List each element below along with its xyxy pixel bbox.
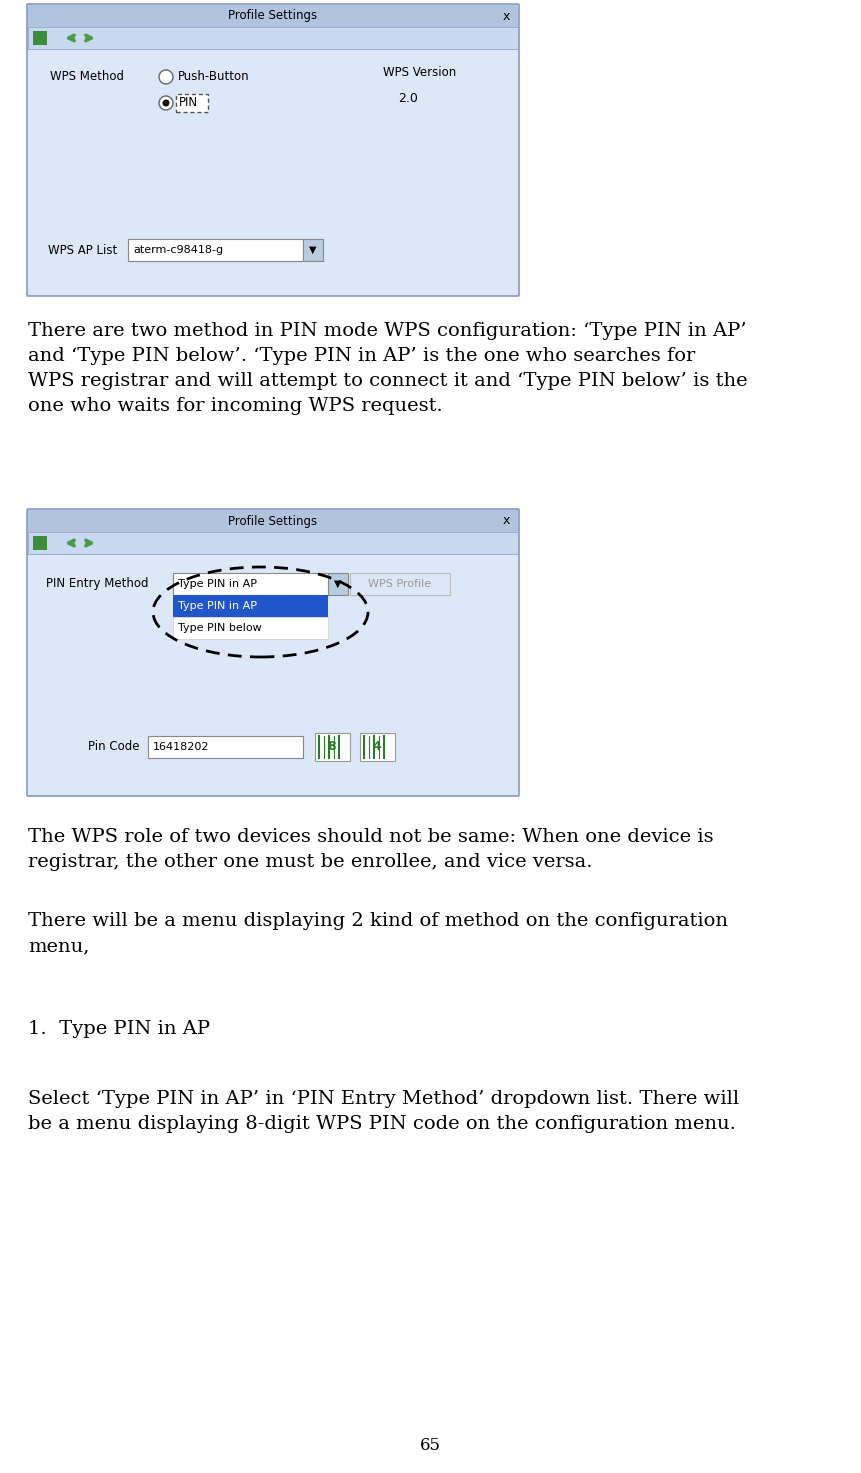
Text: Push-Button: Push-Button: [178, 71, 250, 84]
FancyBboxPatch shape: [28, 4, 518, 27]
Text: PIN Entry Method: PIN Entry Method: [46, 577, 148, 591]
FancyBboxPatch shape: [28, 510, 518, 532]
Circle shape: [159, 96, 173, 110]
Text: Type PIN below: Type PIN below: [178, 623, 262, 633]
FancyBboxPatch shape: [173, 595, 328, 617]
FancyBboxPatch shape: [33, 31, 47, 46]
Text: There will be a menu displaying 2 kind of method on the configuration
menu,: There will be a menu displaying 2 kind o…: [28, 912, 728, 955]
FancyBboxPatch shape: [148, 736, 303, 759]
Text: WPS Profile: WPS Profile: [369, 579, 431, 589]
Text: Type PIN in AP: Type PIN in AP: [178, 579, 257, 589]
Text: Profile Settings: Profile Settings: [228, 514, 318, 527]
FancyBboxPatch shape: [28, 532, 518, 554]
FancyBboxPatch shape: [128, 239, 303, 261]
Text: x: x: [502, 514, 510, 527]
Text: Select ‘Type PIN in AP’ in ‘PIN Entry Method’ dropdown list. There will
be a men: Select ‘Type PIN in AP’ in ‘PIN Entry Me…: [28, 1090, 739, 1133]
Text: There are two method in PIN mode WPS configuration: ‘Type PIN in AP’
and ‘Type P: There are two method in PIN mode WPS con…: [28, 323, 747, 415]
Circle shape: [159, 71, 173, 84]
FancyBboxPatch shape: [173, 573, 328, 595]
Text: Type PIN in AP: Type PIN in AP: [178, 601, 257, 611]
FancyBboxPatch shape: [27, 510, 519, 795]
Text: PIN: PIN: [179, 97, 198, 109]
Text: 16418202: 16418202: [153, 742, 209, 753]
Text: WPS Method: WPS Method: [50, 71, 124, 84]
FancyBboxPatch shape: [350, 573, 450, 595]
Text: WPS AP List: WPS AP List: [48, 243, 117, 256]
FancyBboxPatch shape: [27, 4, 519, 296]
Circle shape: [163, 100, 170, 106]
Text: 65: 65: [419, 1436, 441, 1454]
FancyBboxPatch shape: [33, 536, 47, 549]
Text: The WPS role of two devices should not be same: When one device is
registrar, th: The WPS role of two devices should not b…: [28, 828, 714, 871]
Text: Profile Settings: Profile Settings: [228, 9, 318, 22]
Text: 4: 4: [373, 739, 381, 753]
FancyBboxPatch shape: [328, 573, 348, 595]
FancyBboxPatch shape: [28, 27, 518, 49]
FancyBboxPatch shape: [173, 617, 328, 639]
Text: Pin Code: Pin Code: [88, 741, 139, 754]
Text: 8: 8: [328, 739, 337, 753]
FancyBboxPatch shape: [315, 734, 350, 762]
FancyBboxPatch shape: [303, 239, 323, 261]
Text: aterm-c98418-g: aterm-c98418-g: [133, 245, 223, 255]
Text: 2.0: 2.0: [398, 93, 418, 106]
Text: ▼: ▼: [334, 579, 342, 589]
Text: 1.  Type PIN in AP: 1. Type PIN in AP: [28, 1019, 210, 1038]
Text: ▼: ▼: [309, 245, 317, 255]
FancyBboxPatch shape: [360, 734, 395, 762]
Text: WPS Version: WPS Version: [383, 66, 456, 80]
Text: x: x: [502, 9, 510, 22]
FancyBboxPatch shape: [176, 94, 208, 112]
